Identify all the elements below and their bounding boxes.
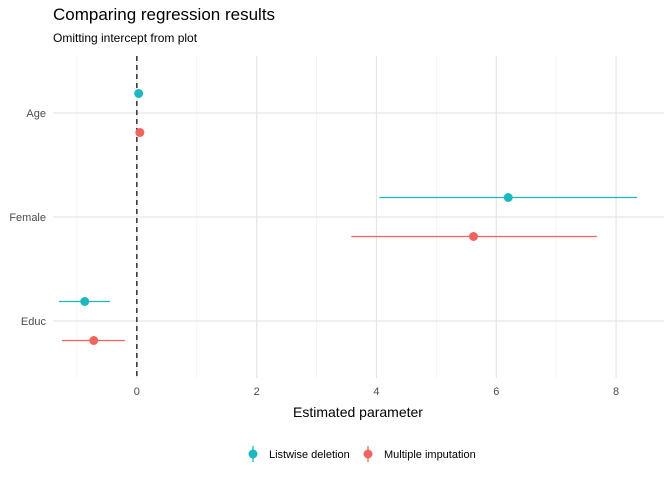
x-axis-title: Estimated parameter (293, 404, 423, 420)
estimate-point (503, 193, 513, 202)
estimate-point (469, 232, 479, 241)
plot-marks (58, 89, 638, 345)
legend-label: Multiple imputation (384, 449, 476, 461)
legend: Listwise deletion Multiple imputation (248, 446, 476, 462)
estimate-point (89, 336, 99, 345)
estimate-point (135, 128, 145, 137)
legend-item: Listwise deletion (248, 446, 350, 462)
legend-label: Listwise deletion (269, 449, 350, 461)
estimate-point (80, 297, 90, 306)
x-tick-label: 4 (373, 386, 379, 398)
x-tick-label: 0 (134, 386, 140, 398)
y-tick-label: Age (26, 108, 46, 120)
estimate-point (134, 89, 144, 98)
grid-lines (53, 56, 664, 378)
legend-key-point (248, 449, 258, 459)
y-axis-labels: Age Female Educ (9, 108, 46, 328)
y-tick-label: Female (9, 212, 46, 224)
x-tick-label: 8 (613, 386, 619, 398)
x-tick-label: 6 (493, 386, 499, 398)
x-axis-tick-labels: 0 2 4 6 8 (134, 386, 619, 398)
x-tick-label: 2 (254, 386, 260, 398)
legend-key-point (363, 449, 373, 459)
legend-item: Multiple imputation (363, 446, 476, 462)
chart-subtitle: Omitting intercept from plot (53, 31, 198, 45)
y-tick-label: Educ (21, 316, 47, 328)
chart-title: Comparing regression results (53, 5, 276, 24)
